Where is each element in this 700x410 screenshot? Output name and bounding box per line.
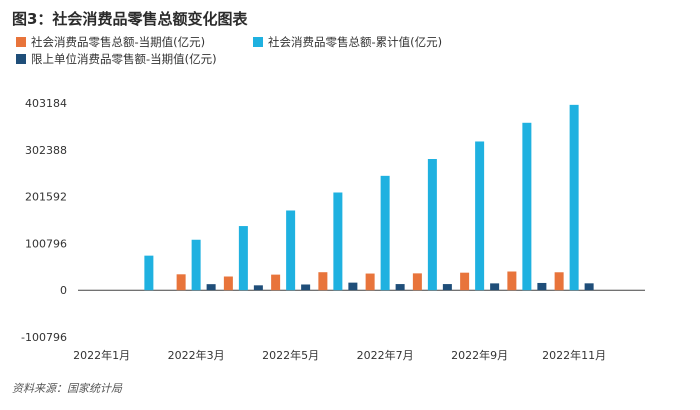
- legend-swatch-above-quota-monthly: [16, 54, 26, 64]
- bar-series3-6: [348, 282, 358, 291]
- legend-label-above-quota-monthly: 限上单位消费品零售额-当期值(亿元): [31, 52, 217, 66]
- legend-label-retail-monthly: 社会消费品零售总额-当期值(亿元): [31, 35, 206, 49]
- y-tick-label: -100796: [21, 331, 67, 344]
- bar-series3-4: [253, 285, 263, 291]
- bar-series1-9: [460, 272, 470, 291]
- x-tick-label: 2022年5月: [262, 348, 319, 362]
- x-tick-label: 2022年3月: [168, 348, 225, 362]
- x-tick-label: 2022年9月: [451, 348, 508, 362]
- bar-series1-7: [365, 273, 375, 291]
- legend-swatch-retail-monthly: [16, 37, 26, 47]
- bar-series3-9: [490, 283, 500, 291]
- bar-series2-8: [427, 159, 437, 291]
- legend-label-retail-cumulative: 社会消费品零售总额-累计值(亿元): [268, 35, 443, 49]
- bar-series1-11: [554, 272, 564, 291]
- y-tick-label: 0: [60, 284, 67, 297]
- bar-series2-11: [569, 104, 579, 291]
- legend-item-retail-monthly: 社会消费品零售总额-当期值(亿元): [16, 34, 205, 50]
- bar-series2-10: [522, 122, 532, 291]
- bar-series3-5: [301, 284, 311, 291]
- bar-series2-6: [333, 192, 343, 291]
- bar-series2-5: [286, 210, 296, 291]
- chart-title: 图3：社会消费品零售总额变化图表: [12, 10, 248, 28]
- y-tick-label: 403184: [25, 97, 67, 110]
- bar-series3-8: [442, 284, 452, 291]
- legend-swatch-retail-cumulative: [253, 37, 263, 47]
- y-tick-label: 100796: [25, 237, 67, 250]
- legend-item-above-quota-monthly: 限上单位消费品零售额-当期值(亿元): [16, 51, 217, 67]
- bar-series3-3: [206, 284, 216, 291]
- bar-series3-11: [584, 283, 594, 291]
- bar-series1-5: [271, 274, 281, 291]
- bar-series1-6: [318, 272, 328, 291]
- x-tick-label: 2022年7月: [357, 348, 414, 362]
- x-tick-label: 2022年1月: [73, 348, 130, 362]
- bar-series3-10: [537, 282, 547, 291]
- bar-series2-3: [191, 239, 201, 291]
- legend-item-retail-cumulative: 社会消费品零售总额-累计值(亿元): [253, 34, 442, 50]
- x-tick-label: 2022年11月: [542, 348, 606, 362]
- source-note: 资料来源：国家统计局: [12, 382, 122, 395]
- bar-series1-3: [176, 274, 186, 291]
- bar-series1-4: [223, 276, 233, 291]
- bar-series3-7: [395, 284, 405, 291]
- bar-series2-7: [380, 175, 390, 291]
- bar-series2-9: [475, 141, 485, 291]
- bar-series1-10: [507, 271, 517, 291]
- bar-series1-8: [412, 273, 422, 291]
- y-tick-label: 201592: [25, 191, 67, 204]
- bar-series2-4: [238, 226, 248, 291]
- y-tick-label: 302388: [25, 144, 67, 157]
- bar-series2-2: [144, 255, 154, 291]
